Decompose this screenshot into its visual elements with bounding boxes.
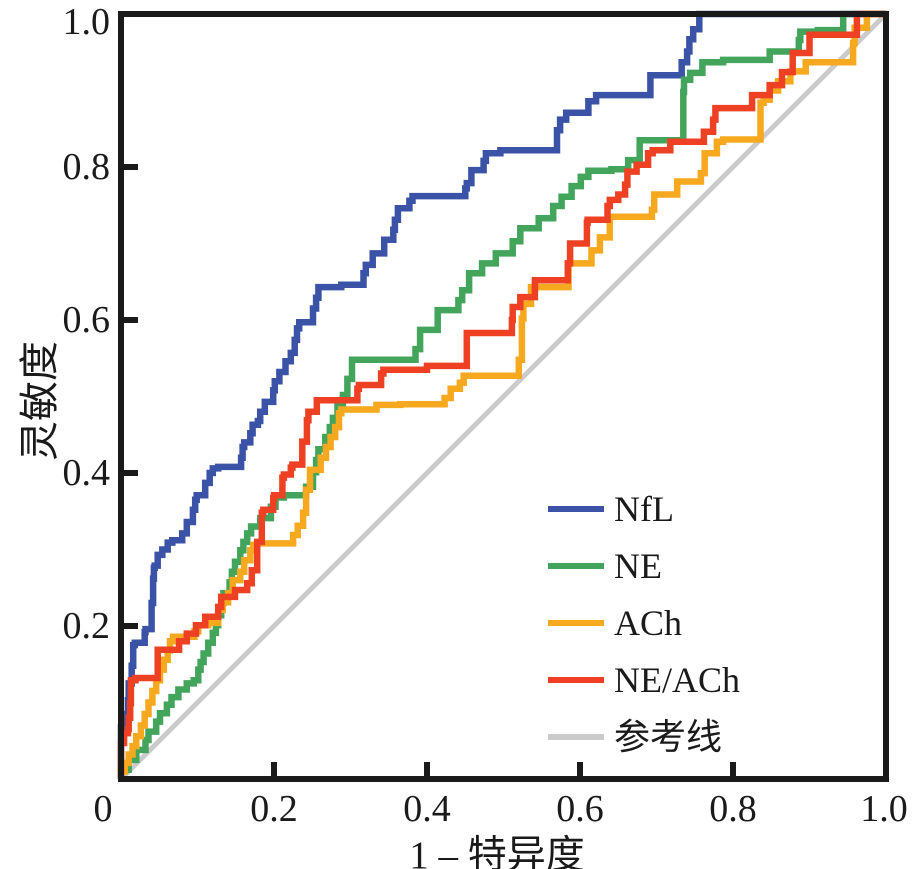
ne-ach-line-swatch	[548, 677, 604, 683]
nfl-line-swatch	[548, 506, 604, 512]
y-tick-label: 0.2	[62, 605, 111, 647]
ne-line-swatch	[548, 563, 604, 569]
x-tick-label: 0.8	[709, 788, 757, 830]
x-tick-label: 0.2	[250, 788, 298, 830]
x-tick-label: 0.6	[556, 788, 604, 830]
x-tick-label: 0.4	[403, 788, 451, 830]
legend-item-ne: NE	[548, 544, 740, 588]
x-tick-label: 0	[93, 788, 113, 830]
y-tick-label: 1.0	[62, 1, 111, 43]
plot-frame	[118, 11, 889, 782]
y-tick-label: 0.4	[62, 452, 111, 494]
series-curve-参考线	[119, 12, 888, 781]
y-tick-label: 0.8	[62, 146, 111, 188]
legend-item-ne-ach: NE/ACh	[548, 658, 740, 702]
legend-item-nfl: NfL	[548, 487, 740, 531]
y-tick-label: 0.6	[62, 299, 111, 341]
reference-line-swatch	[548, 734, 604, 740]
series-curve-NfL	[117, 10, 886, 779]
x-tick-label: 1.0	[860, 788, 908, 830]
series-curve-NE/ACh	[117, 10, 886, 779]
legend-label: ACh	[614, 603, 683, 643]
y-axis-title: 灵敏度	[17, 341, 62, 461]
legend-label: NfL	[614, 489, 674, 529]
legend-item-reference: 参考线	[548, 715, 740, 759]
legend-label: 参考线	[614, 717, 723, 757]
x-axis-title: 1 – 特异度	[409, 834, 585, 869]
roc-curves	[117, 10, 888, 781]
legend-label: NE	[614, 546, 662, 586]
legend: NfL NE ACh NE/ACh 参考线	[548, 487, 740, 772]
legend-label: NE/ACh	[614, 660, 740, 700]
ach-line-swatch	[548, 620, 604, 626]
series-curve-ACh	[117, 10, 886, 779]
legend-item-ach: ACh	[548, 601, 740, 645]
